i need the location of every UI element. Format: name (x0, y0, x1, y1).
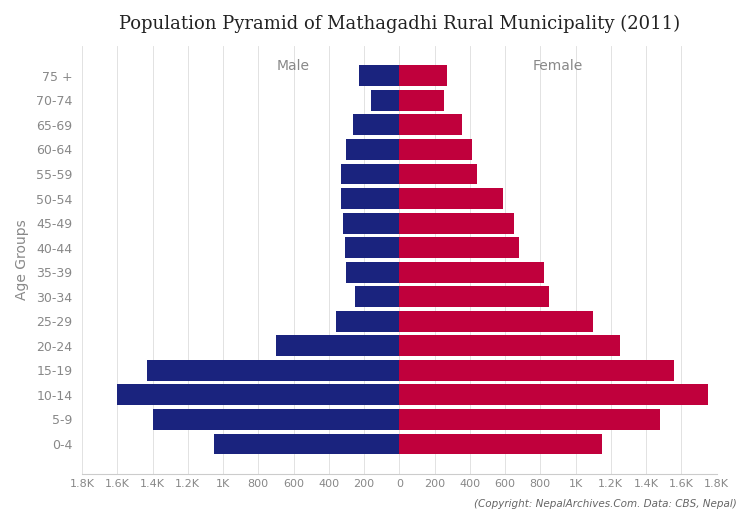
Bar (371, 90, 400, 111)
Bar (347, 139, 400, 160)
Bar (400, 384, 708, 406)
Bar (400, 65, 447, 86)
Bar (359, 65, 400, 86)
Bar (118, 384, 400, 406)
Bar (400, 163, 477, 185)
Bar (400, 237, 519, 258)
Bar (147, 360, 400, 381)
Bar (341, 188, 400, 209)
Bar (153, 409, 400, 430)
Bar (343, 213, 400, 233)
Bar (276, 335, 400, 356)
Bar (400, 311, 593, 332)
Bar (400, 409, 660, 430)
Bar (347, 262, 400, 283)
Bar (400, 433, 602, 454)
Bar (214, 433, 400, 454)
Bar (400, 335, 620, 356)
Bar (353, 115, 400, 135)
Bar (336, 311, 400, 332)
Text: Male: Male (277, 59, 310, 73)
Bar (400, 360, 674, 381)
Text: Female: Female (533, 59, 583, 73)
Bar (400, 213, 514, 233)
Bar (400, 262, 544, 283)
Bar (344, 237, 400, 258)
Y-axis label: Age Groups: Age Groups (15, 219, 29, 300)
Bar (400, 139, 472, 160)
Bar (400, 115, 462, 135)
Bar (341, 163, 400, 185)
Title: Population Pyramid of Mathagadhi Rural Municipality (2011): Population Pyramid of Mathagadhi Rural M… (119, 15, 680, 33)
Bar (400, 90, 444, 111)
Text: (Copyright: NepalArchives.Com. Data: CBS, Nepal): (Copyright: NepalArchives.Com. Data: CBS… (474, 499, 737, 509)
Bar (400, 286, 549, 307)
Bar (400, 188, 503, 209)
Bar (355, 286, 400, 307)
